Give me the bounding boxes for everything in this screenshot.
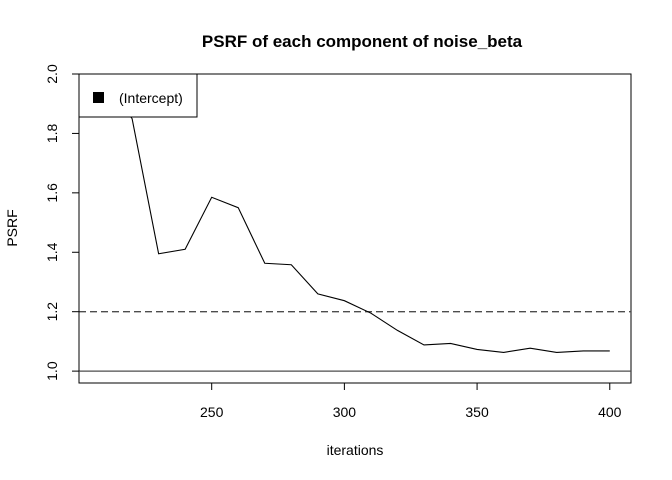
x-tick-label: 250 <box>200 404 224 420</box>
x-axis: 250 300 350 400 <box>200 382 622 420</box>
series-line-intercept <box>105 85 610 353</box>
legend-entry-intercept: (Intercept) <box>119 90 183 106</box>
x-tick-label: 400 <box>598 404 622 420</box>
x-tick-label: 300 <box>333 404 357 420</box>
y-axis-label: PSRF <box>4 209 20 246</box>
y-tick-label: 1.6 <box>44 183 60 203</box>
plot-frame <box>78 73 632 384</box>
reference-lines <box>79 311 631 372</box>
y-tick-label: 1.8 <box>44 123 60 143</box>
legend-swatch <box>93 92 104 103</box>
legend: (Intercept) <box>78 73 198 118</box>
y-tick-label: 2.0 <box>44 64 60 84</box>
y-tick-label: 1.0 <box>44 361 60 381</box>
x-tick-label: 350 <box>465 404 489 420</box>
series-lines <box>105 85 610 353</box>
y-tick-label: 1.4 <box>44 242 60 262</box>
y-tick-label: 1.2 <box>44 302 60 322</box>
y-axis: 1.0 1.2 1.4 1.6 1.8 2.0 <box>44 64 80 381</box>
x-axis-label: iterations <box>327 442 384 458</box>
legend-box <box>78 73 198 118</box>
chart-title: PSRF of each component of noise_beta <box>202 32 523 51</box>
